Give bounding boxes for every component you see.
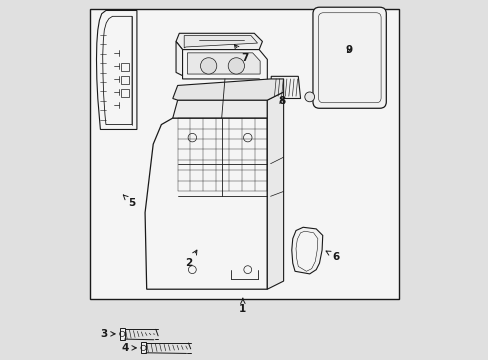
Text: 1: 1 bbox=[239, 298, 246, 314]
FancyBboxPatch shape bbox=[89, 9, 399, 299]
Polygon shape bbox=[176, 41, 182, 76]
Text: 3: 3 bbox=[100, 329, 115, 339]
Text: 5: 5 bbox=[123, 195, 135, 208]
Text: 8: 8 bbox=[278, 96, 285, 106]
Bar bbox=[121, 89, 128, 97]
Polygon shape bbox=[145, 118, 267, 289]
Polygon shape bbox=[176, 33, 262, 50]
Polygon shape bbox=[102, 16, 132, 125]
Circle shape bbox=[304, 92, 314, 102]
Polygon shape bbox=[96, 10, 137, 130]
Polygon shape bbox=[291, 227, 322, 274]
Text: 6: 6 bbox=[325, 251, 339, 262]
Polygon shape bbox=[141, 342, 146, 354]
Polygon shape bbox=[172, 100, 267, 118]
Bar bbox=[121, 76, 128, 84]
Text: 4: 4 bbox=[121, 343, 136, 353]
Polygon shape bbox=[184, 36, 257, 48]
Polygon shape bbox=[295, 231, 317, 271]
Polygon shape bbox=[267, 92, 283, 289]
Polygon shape bbox=[172, 79, 283, 100]
Bar bbox=[121, 63, 128, 71]
Polygon shape bbox=[182, 50, 267, 85]
Text: 9: 9 bbox=[345, 45, 352, 55]
Text: 7: 7 bbox=[234, 45, 248, 63]
FancyBboxPatch shape bbox=[312, 7, 386, 108]
Circle shape bbox=[228, 58, 244, 74]
Text: 2: 2 bbox=[185, 250, 197, 268]
Circle shape bbox=[200, 58, 216, 74]
Polygon shape bbox=[187, 53, 260, 74]
Polygon shape bbox=[120, 328, 124, 340]
Polygon shape bbox=[271, 76, 300, 99]
